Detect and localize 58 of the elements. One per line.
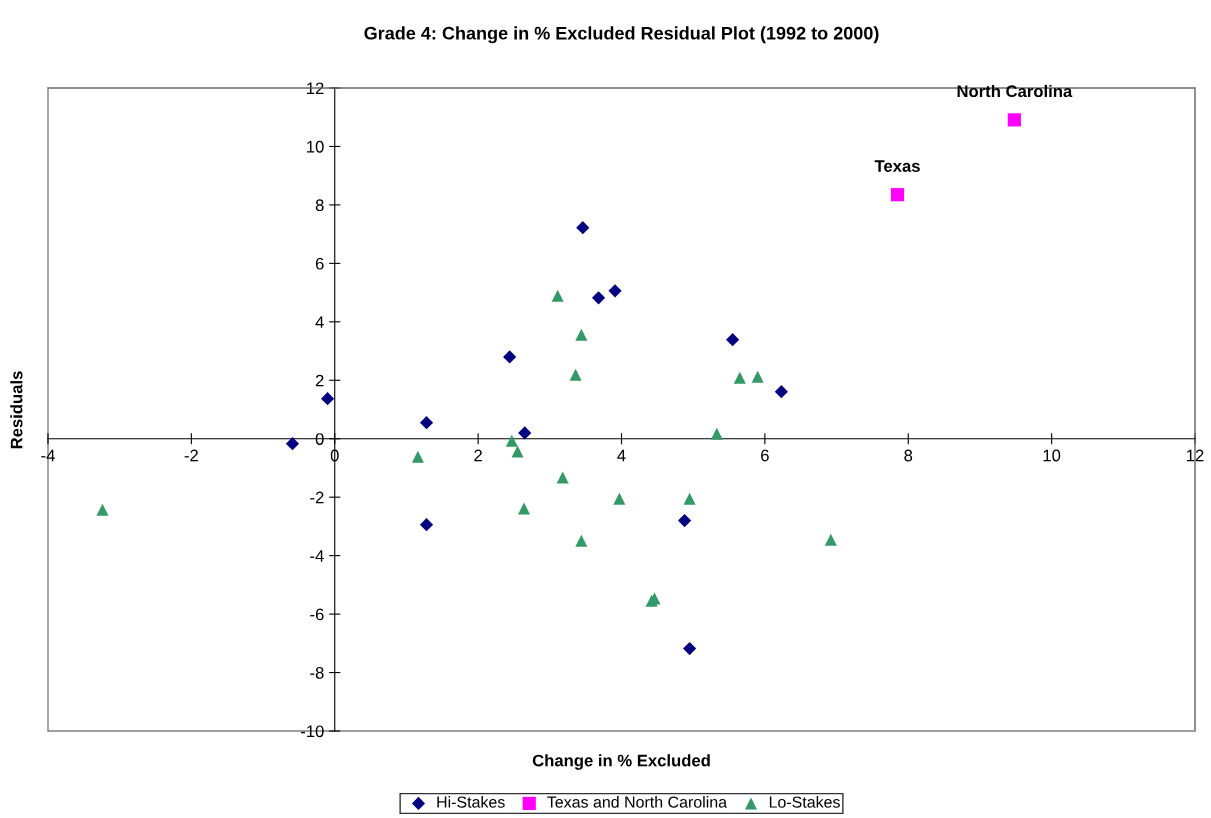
point [511,445,524,458]
legend-label: Texas and North Carolina [547,796,728,808]
legend-label: Lo-Stakes [769,796,840,808]
y-tick-label: 10 [307,140,324,153]
point [608,284,622,298]
annotation: North Carolina [957,84,1073,98]
point [774,385,788,399]
x-tick-label: 4 [617,449,626,462]
point [576,221,590,235]
point [710,427,723,440]
point [1007,113,1021,127]
point [569,368,582,381]
point [751,370,764,383]
x-tick-label: -4 [41,449,55,462]
point [551,289,564,302]
y-tick-label: -10 [300,725,324,738]
y-tick-label: -2 [310,491,324,504]
y-tick-label: 8 [315,199,324,212]
x-axis-title: Change in % Excluded [532,754,710,770]
point [591,291,606,305]
y-tick-label: 4 [315,316,324,328]
point [824,533,837,546]
point [419,518,434,532]
legend-label: Hi-Stakes [437,796,505,808]
x-tick-label: 12 [1187,449,1204,462]
y-tick-label: 6 [315,257,324,270]
x-tick-label: 6 [761,449,769,462]
point [285,437,300,451]
annotation: Texas [874,160,920,172]
y-axis-title: Residuals [10,371,23,449]
point [96,503,109,516]
y-tick-label: 12 [307,82,324,95]
point [678,513,692,528]
point [556,471,569,484]
point [517,502,531,515]
point [575,328,588,341]
point [505,434,518,447]
point [613,492,626,505]
y-tick-label: -4 [310,550,324,562]
point [733,371,746,384]
point [503,350,517,364]
x-tick-label: 8 [904,449,913,462]
point [411,450,424,463]
point [320,392,335,406]
x-tick-label: -2 [184,449,198,462]
y-tick-label: -8 [310,666,324,679]
point [575,534,588,547]
y-tick-label: -6 [310,608,324,621]
point [518,426,532,440]
point [683,492,696,505]
x-tick-label: 2 [474,449,482,462]
point [419,416,434,430]
y-tick-label: 2 [315,374,324,387]
point [683,641,697,656]
point [890,188,905,202]
chart-title: Grade 4: Change in % Excluded Residual Plot (1992 to 2000) [364,26,879,44]
x-tick-label: 10 [1043,449,1061,462]
point [726,333,740,347]
